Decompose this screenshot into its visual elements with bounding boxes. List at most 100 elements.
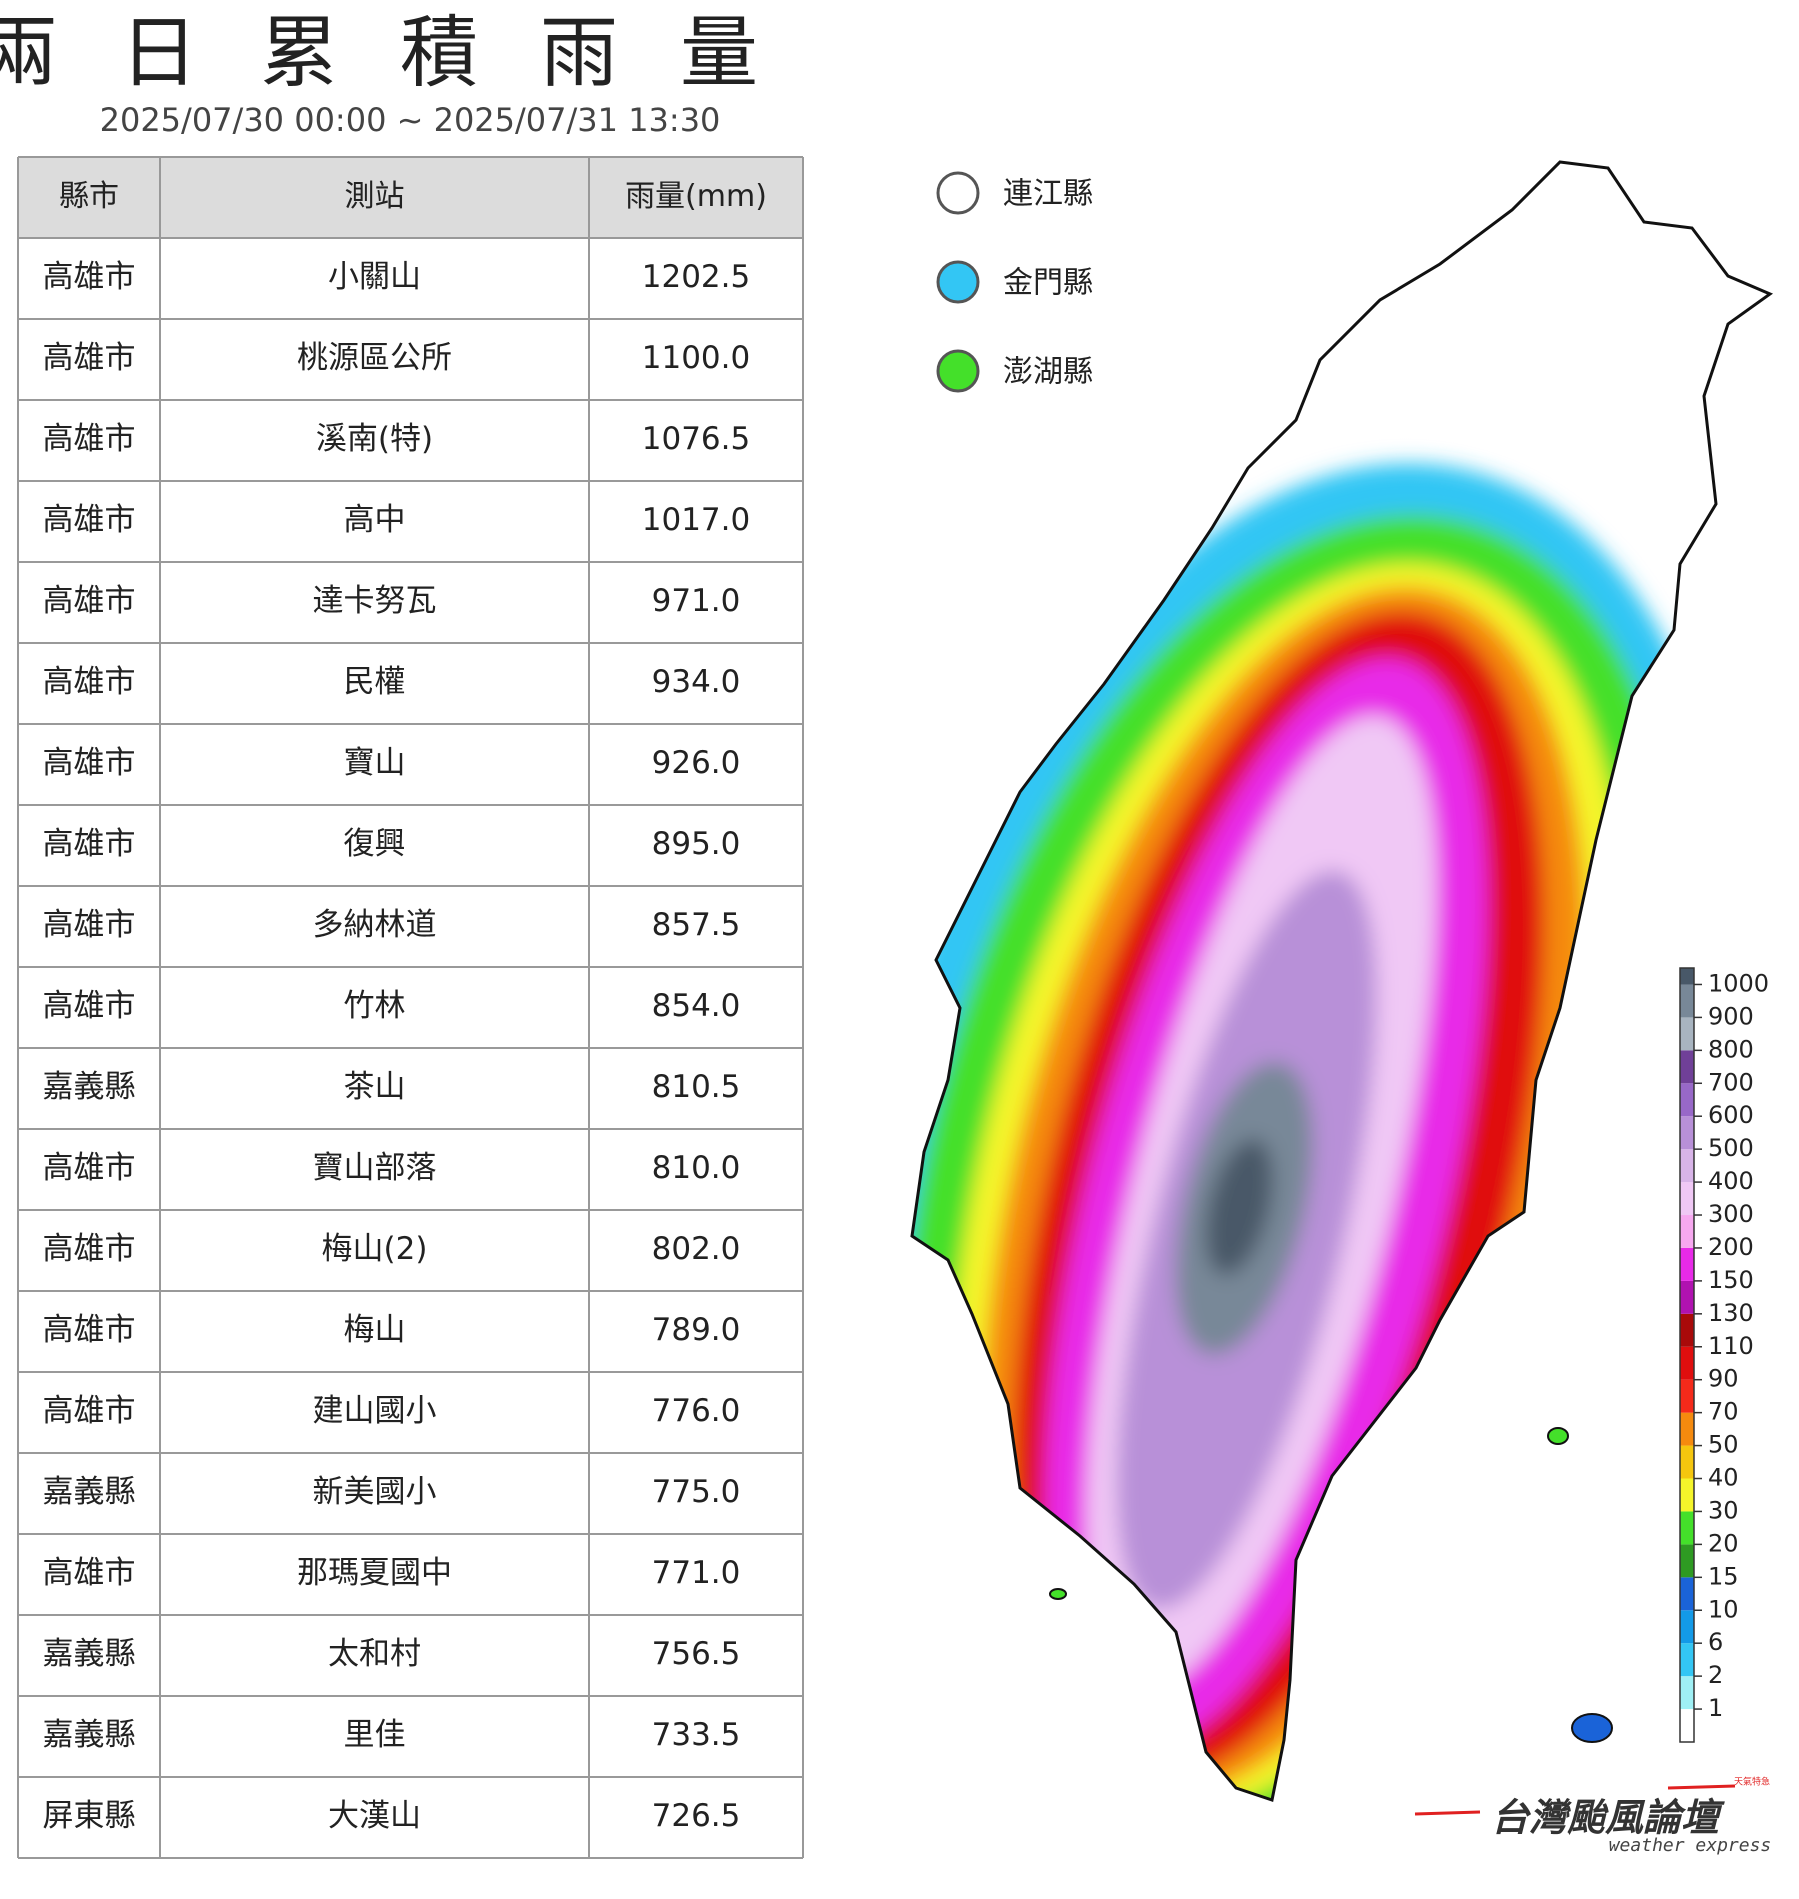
logo-title: 台灣颱風論壇 bbox=[1491, 1796, 1725, 1840]
colorbar-label: 6 bbox=[1708, 1628, 1723, 1656]
table-cell: 高雄市 bbox=[43, 1555, 136, 1591]
table-cell: 1076.5 bbox=[642, 421, 750, 457]
colorbar-segment bbox=[1680, 1577, 1694, 1611]
table-cell: 嘉義縣 bbox=[43, 1474, 136, 1510]
table-cell: 高雄市 bbox=[43, 1231, 136, 1267]
colorbar-label: 150 bbox=[1708, 1266, 1754, 1294]
column-header: 雨量(mm) bbox=[625, 179, 767, 214]
table-cell: 971.0 bbox=[652, 583, 741, 619]
table-cell: 775.0 bbox=[652, 1474, 741, 1510]
colorbar-segment bbox=[1680, 1215, 1694, 1248]
table-cell: 高雄市 bbox=[43, 745, 136, 781]
table-cell: 857.5 bbox=[652, 907, 741, 943]
island bbox=[1571, 1713, 1613, 1743]
table: 縣市 測站 雨量(mm)高雄市 小關山 1202.5高雄市 桃源區公所 1100.0高雄市溪… bbox=[17, 156, 804, 1859]
table-cell: 溪南(特) bbox=[316, 421, 433, 457]
colorbar-label: 50 bbox=[1708, 1431, 1739, 1459]
table-cell: 梅山(2) bbox=[322, 1231, 428, 1267]
table-cell: 梅山 bbox=[344, 1312, 406, 1348]
island bbox=[1049, 1588, 1067, 1600]
colorbar-segment bbox=[1680, 1280, 1694, 1314]
column-header: 測站 bbox=[345, 179, 405, 214]
colorbar-segment bbox=[1680, 1544, 1694, 1578]
table-cell: 934.0 bbox=[652, 664, 741, 700]
colorbar-label: 600 bbox=[1708, 1101, 1754, 1129]
table-cell: 810.0 bbox=[652, 1150, 741, 1186]
colorbar-label: 70 bbox=[1708, 1398, 1739, 1426]
colorbar-segment bbox=[1680, 1379, 1694, 1413]
colorbar-segment bbox=[1680, 1313, 1694, 1347]
legend-label: 金門縣 bbox=[1003, 266, 1093, 301]
table-cell: 屏東縣 bbox=[43, 1798, 136, 1834]
table-cell: 民權 bbox=[344, 664, 406, 700]
table-cell: 802.0 bbox=[652, 1231, 741, 1267]
table-cell: 高雄市 bbox=[43, 583, 136, 619]
table-cell: 854.0 bbox=[652, 988, 741, 1024]
table-cell: 789.0 bbox=[652, 1312, 741, 1348]
table-cell: 895.0 bbox=[652, 826, 741, 862]
colorbar-label: 1 bbox=[1708, 1694, 1723, 1722]
table-cell: 桃源區公所 bbox=[297, 340, 452, 376]
table-cell: 茶山 bbox=[344, 1069, 406, 1105]
colorbar-label: 30 bbox=[1708, 1496, 1739, 1524]
table-cell: 1100.0 bbox=[642, 340, 750, 376]
island bbox=[1547, 1427, 1569, 1445]
legend-marker bbox=[936, 349, 980, 393]
colorbar-segment bbox=[1680, 1445, 1694, 1479]
legend-marker bbox=[936, 260, 980, 304]
colorbar-label: 500 bbox=[1708, 1134, 1754, 1162]
table-cell: 高雄市 bbox=[43, 1150, 136, 1186]
colorbar-label: 200 bbox=[1708, 1233, 1754, 1261]
colorbar-segment bbox=[1680, 1050, 1694, 1084]
table-cell: 1202.5 bbox=[642, 259, 750, 295]
colorbar-label: 10 bbox=[1708, 1595, 1739, 1623]
table-cell: 926.0 bbox=[652, 745, 741, 781]
table-cell: 高雄市 bbox=[43, 1393, 136, 1429]
map bbox=[910, 160, 1774, 1802]
colorbar-segment bbox=[1680, 1017, 1694, 1051]
table-cell: 高中 bbox=[344, 502, 406, 538]
colorbar-label: 800 bbox=[1708, 1035, 1754, 1063]
colorbar-segment bbox=[1680, 968, 1694, 985]
colorbar-label: 700 bbox=[1708, 1068, 1754, 1096]
logo: 台灣颱風論壇 weather express 天氣特急 bbox=[1414, 1776, 1772, 1856]
table-cell: 多納林道 bbox=[313, 907, 437, 943]
logo-subtitle: weather express bbox=[1609, 1835, 1772, 1856]
colorbar-label: 130 bbox=[1708, 1299, 1754, 1327]
colorbar-segment bbox=[1680, 1478, 1694, 1512]
colorbar-label: 40 bbox=[1708, 1464, 1739, 1492]
colorbar-frame bbox=[1679, 967, 1695, 1743]
coastline bbox=[910, 160, 1774, 1802]
legend-label: 澎湖縣 bbox=[1003, 355, 1093, 390]
table-cell: 高雄市 bbox=[43, 340, 136, 376]
table-cell: 高雄市 bbox=[43, 421, 136, 457]
colorbar-segment bbox=[1680, 1676, 1694, 1710]
colorbar-segment bbox=[1680, 1610, 1694, 1644]
colorbar-segment bbox=[1680, 1709, 1694, 1742]
table-cell: 寶山部落 bbox=[313, 1150, 437, 1186]
table-cell: 那瑪夏國中 bbox=[297, 1555, 452, 1591]
colorbar-segment bbox=[1680, 1247, 1694, 1281]
colorbar-label: 1000 bbox=[1708, 969, 1769, 997]
rain-bands bbox=[912, 463, 1739, 1800]
table-cell: 嘉義縣 bbox=[43, 1069, 136, 1105]
logo-line bbox=[1414, 1810, 1481, 1816]
table-cell: 寶山 bbox=[344, 745, 406, 781]
table-cell: 高雄市 bbox=[43, 1312, 136, 1348]
colorbar-label: 90 bbox=[1708, 1365, 1739, 1393]
table-cell: 高雄市 bbox=[43, 907, 136, 943]
column-header: 縣市 bbox=[59, 179, 119, 214]
table-cell: 733.5 bbox=[652, 1717, 741, 1753]
colorbar-label: 20 bbox=[1708, 1529, 1739, 1557]
colorbar-label: 300 bbox=[1708, 1200, 1754, 1228]
legend-label: 連江縣 bbox=[1003, 177, 1093, 212]
table-cell: 嘉義縣 bbox=[43, 1717, 136, 1753]
table-cell: 建山國小 bbox=[313, 1393, 437, 1429]
subtitle: 2025/07/30 00:00 ~ 2025/07/31 13:30 bbox=[100, 101, 721, 139]
colorbar-segment bbox=[1680, 1083, 1694, 1117]
colorbar-segment bbox=[1680, 1412, 1694, 1446]
table-cell: 高雄市 bbox=[43, 826, 136, 862]
colorbar-segment bbox=[1680, 984, 1694, 1018]
